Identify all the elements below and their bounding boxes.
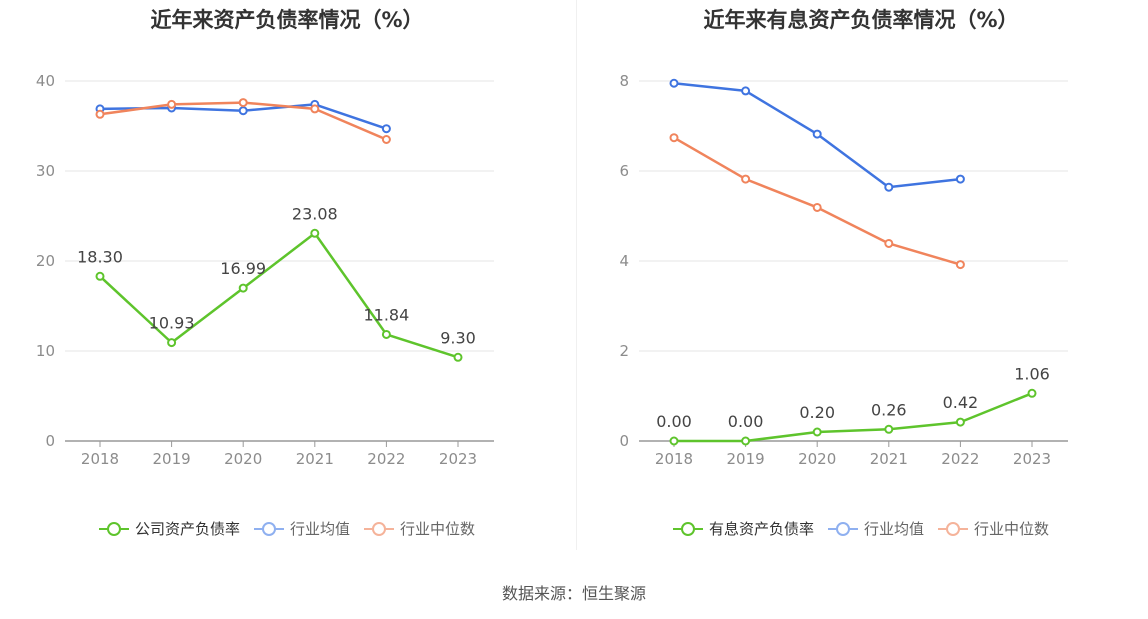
data-point-median: [741, 174, 751, 184]
data-label: 0.00: [656, 412, 692, 431]
legend-label: 行业中位数: [400, 520, 476, 538]
data-source-note: 数据来源：恒生聚源: [501, 584, 646, 603]
data-point-median: [884, 238, 894, 248]
x-tick-label: 2019: [153, 450, 191, 468]
data-point-company: [669, 436, 679, 446]
legend-label: 有息资产负债率: [708, 520, 814, 538]
data-label: 16.99: [220, 259, 266, 278]
data-point-company: [955, 417, 965, 427]
y-tick-label: 10: [36, 342, 55, 360]
x-tick-label: 2020: [798, 450, 836, 468]
data-point-company: [238, 283, 248, 293]
y-tick-label: 6: [619, 162, 629, 180]
chart-title: 近年来资产负债率情况（%）: [150, 8, 424, 32]
y-tick-label: 2: [619, 342, 629, 360]
data-label: 0.42: [943, 393, 979, 412]
interest-bearing-debt-chart: 0 2 4 6 8 2018 2019 2020 2021 2022 2023 0.00 0.00 0.2…: [619, 72, 1068, 468]
legend: 公司资产负债率 行业均值 行业中位数: [0, 518, 574, 539]
debt-ratio-chart: 0 10 20 30 40 2018 2019 2020 2021 2022 2023 18.30 10…: [36, 72, 494, 468]
data-point-company: [381, 329, 391, 339]
legend-item-company[interactable]: 有息资产负债率: [672, 518, 814, 539]
y-tick-label: 4: [619, 252, 629, 270]
data-point-median: [95, 109, 105, 119]
y-tick-label: 0: [45, 432, 55, 450]
legend-item-avg[interactable]: 行业均值: [253, 518, 350, 539]
data-point-company: [1027, 388, 1037, 398]
data-point-company: [884, 424, 894, 434]
legend-item-median[interactable]: 行业中位数: [938, 518, 1049, 539]
x-tick-label: 2022: [367, 450, 405, 468]
y-tick-label: 40: [36, 72, 55, 90]
data-label: 0.00: [728, 412, 764, 431]
data-point-company: [741, 436, 751, 446]
x-tick-label: 2019: [727, 450, 765, 468]
y-tick-label: 0: [619, 432, 629, 450]
y-tick-label: 20: [36, 252, 55, 270]
data-point-median: [381, 135, 391, 144]
data-label: 1.06: [1014, 364, 1050, 383]
data-label: 10.93: [149, 314, 195, 333]
data-point-company: [95, 271, 105, 281]
data-label: 23.08: [292, 204, 338, 223]
data-point-median: [669, 133, 679, 143]
x-tick-label: 2023: [439, 450, 477, 468]
data-point-company: [453, 352, 463, 362]
x-tick-label: 2018: [655, 450, 693, 468]
legend-item-median[interactable]: 行业中位数: [364, 518, 475, 539]
legend: 有息资产负债率 行业均值 行业中位数: [574, 518, 1148, 539]
legend-line-icon: [253, 521, 284, 536]
data-label: 11.84: [363, 305, 409, 324]
x-tick-label: 2023: [1013, 450, 1051, 468]
data-point-median: [167, 99, 177, 109]
left-chart-panel: 近年来资产负债率情况（%） 0 10 20 30 40 2018 2019 2020 2021 2…: [0, 0, 574, 560]
data-point-median: [812, 202, 822, 212]
legend-line-icon: [98, 521, 129, 536]
data-point-avg: [955, 174, 965, 184]
data-point-avg: [238, 106, 248, 116]
y-tick-label: 8: [619, 72, 629, 90]
series-line-company: [99, 232, 459, 359]
legend-line-icon: [938, 521, 968, 536]
data-label: 9.30: [440, 328, 476, 347]
right-chart-panel: 近年来有息资产负债率情况（%） 0 2 4 6 8 2018 2019 2020 2021 202…: [574, 0, 1148, 560]
x-tick-label: 2020: [224, 450, 262, 468]
legend-item-company[interactable]: 公司资产负债率: [98, 518, 240, 539]
data-label: 0.20: [799, 403, 835, 422]
data-point-company: [812, 427, 822, 437]
x-tick-label: 2021: [870, 450, 908, 468]
data-point-avg: [741, 86, 751, 96]
data-label: 0.26: [871, 400, 907, 419]
x-tick-label: 2022: [941, 450, 979, 468]
x-tick-label: 2018: [81, 450, 119, 468]
series-line-median: [673, 136, 961, 266]
chart-title: 近年来有息资产负债率情况（%）: [703, 8, 1019, 32]
data-point-avg: [669, 78, 679, 88]
legend-line-icon: [672, 521, 703, 536]
data-point-median: [310, 104, 320, 114]
legend-line-icon: [364, 521, 394, 536]
series-line-company: [674, 392, 1033, 443]
legend-label: 公司资产负债率: [134, 520, 240, 538]
panel-divider: [576, 0, 577, 550]
legend-label: 行业均值: [863, 520, 924, 538]
data-point-company: [310, 228, 320, 238]
legend-label: 行业中位数: [974, 520, 1050, 538]
y-tick-label: 30: [36, 162, 55, 180]
data-label: 18.30: [77, 247, 123, 266]
data-point-company: [167, 338, 177, 348]
legend-item-avg[interactable]: 行业均值: [827, 518, 924, 539]
x-tick-label: 2021: [296, 450, 334, 468]
data-point-avg: [812, 129, 822, 139]
data-point-avg: [884, 182, 894, 192]
legend-label: 行业均值: [289, 520, 350, 538]
data-point-median: [238, 98, 248, 108]
data-point-median: [955, 260, 965, 270]
legend-line-icon: [827, 521, 858, 536]
data-point-avg: [381, 124, 391, 134]
